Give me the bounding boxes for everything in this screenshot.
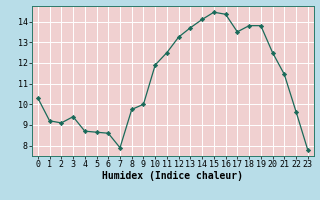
X-axis label: Humidex (Indice chaleur): Humidex (Indice chaleur) — [102, 171, 243, 181]
